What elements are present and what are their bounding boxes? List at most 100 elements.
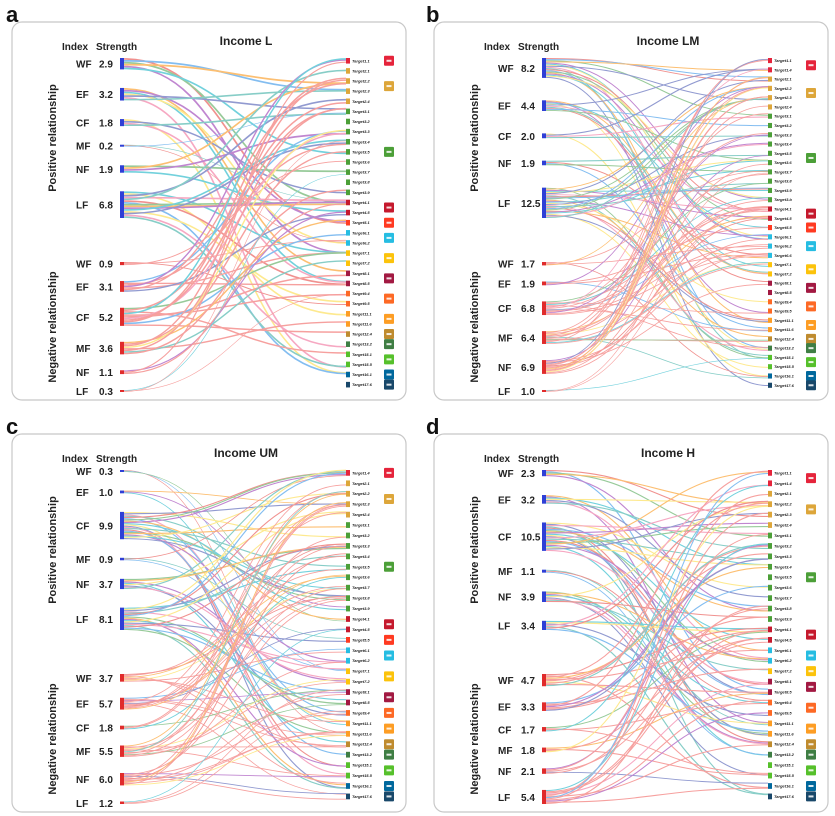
flow-link [123, 282, 347, 286]
flow-link [545, 182, 769, 208]
target-node [346, 108, 350, 115]
target-node [768, 271, 772, 277]
flow-link [545, 197, 769, 306]
strength-value: 0.9 [99, 260, 113, 271]
target-label: Target3.1 [774, 114, 792, 119]
flow-link [123, 472, 347, 521]
index-label: LF [498, 199, 510, 210]
strength-value: 0.9 [99, 555, 113, 566]
target-node [346, 179, 350, 186]
target-label: Target5.5 [774, 225, 792, 230]
target-node [346, 371, 350, 378]
flow-link [545, 58, 769, 82]
flow-link [123, 689, 347, 727]
target-label: Target3.5 [352, 564, 370, 569]
flow-link [545, 98, 769, 218]
target-label: Target4.5 [774, 216, 792, 221]
flow-link [123, 543, 347, 628]
target-node [768, 730, 772, 737]
target-label: Target3.4 [352, 139, 370, 144]
target-node [346, 58, 350, 64]
target-node [346, 522, 350, 528]
flow-link [123, 588, 347, 756]
strength-value: 1.1 [521, 567, 535, 578]
flow-link [545, 59, 769, 343]
target-node [768, 490, 772, 497]
target-node [346, 668, 350, 675]
negative-relationship-label: Negative relationship [469, 271, 481, 383]
target-node [346, 78, 350, 84]
strength-value: 0.2 [99, 142, 113, 153]
strength-value: 1.7 [521, 260, 535, 271]
target-label: Target8.1 [352, 271, 370, 276]
node-wf-neg [120, 674, 124, 682]
flow-link [545, 608, 769, 774]
target-label: Target15.1 [352, 352, 373, 357]
flow-link [545, 60, 769, 116]
flow-link [123, 557, 347, 639]
flow-link [123, 625, 347, 789]
target-node [768, 699, 772, 706]
target-node [768, 252, 772, 258]
node-wf-pos [120, 470, 124, 472]
target-node [346, 605, 350, 612]
flow-link [545, 255, 769, 315]
sdg-glyph-icon [808, 337, 814, 340]
target-label: Target3.7 [774, 596, 792, 601]
target-node [768, 793, 772, 800]
target-node [768, 336, 772, 342]
target-node [346, 98, 350, 105]
flow-link [123, 102, 347, 311]
target-node [346, 762, 350, 768]
target-node [346, 351, 350, 358]
index-label: MF [76, 142, 90, 153]
sdg-glyph-icon [386, 743, 392, 746]
target-label: Target3.9 [352, 606, 370, 611]
sdg-glyph-icon [808, 286, 814, 289]
index-label: MF [498, 567, 512, 578]
strength-value: 3.2 [521, 495, 535, 506]
target-node [768, 76, 772, 82]
strength-value: 0.3 [99, 467, 113, 478]
target-node [768, 289, 772, 296]
target-node [768, 178, 772, 184]
target-label: Target15.1 [352, 763, 373, 768]
flow-link [545, 172, 769, 392]
flow-link [123, 702, 347, 795]
target-node [346, 290, 350, 297]
panel-frame [11, 21, 407, 401]
strength-value: 6.4 [521, 334, 535, 345]
target-label: Target3.1 [352, 523, 370, 528]
flow-link [123, 203, 347, 375]
target-label: Target9.5 [774, 309, 792, 314]
target-label: Target3.2 [352, 533, 370, 538]
target-label: Target11.1 [774, 721, 794, 726]
index-label: NF [498, 363, 511, 374]
flow-link [123, 239, 347, 265]
sdg-glyph-icon [808, 361, 814, 364]
target-label: Target2.4 [352, 99, 370, 104]
target-node [768, 262, 772, 268]
flow-link [123, 588, 347, 681]
target-node [768, 206, 772, 212]
flow-link [545, 208, 769, 374]
sdg-glyph-icon [808, 92, 814, 95]
flow-link [123, 140, 347, 392]
target-label: Target15.1 [774, 355, 795, 360]
flow-link [545, 102, 769, 228]
node-wf-neg [120, 262, 124, 266]
node-ef-neg [120, 281, 124, 292]
flow-link [545, 495, 769, 651]
target-node [768, 169, 772, 175]
index-label: LF [76, 799, 88, 810]
flow-link [545, 134, 769, 205]
flow-link [545, 498, 769, 503]
strength-header: Strength [96, 42, 137, 53]
target-node [768, 710, 772, 716]
target-label: Target6.2 [774, 658, 792, 663]
flow-link [123, 678, 347, 723]
target-label: Target1.1 [774, 470, 792, 475]
node-lf-pos [120, 191, 124, 218]
target-label: Target17.6 [774, 794, 795, 799]
target-label: Target3.7 [352, 585, 370, 590]
